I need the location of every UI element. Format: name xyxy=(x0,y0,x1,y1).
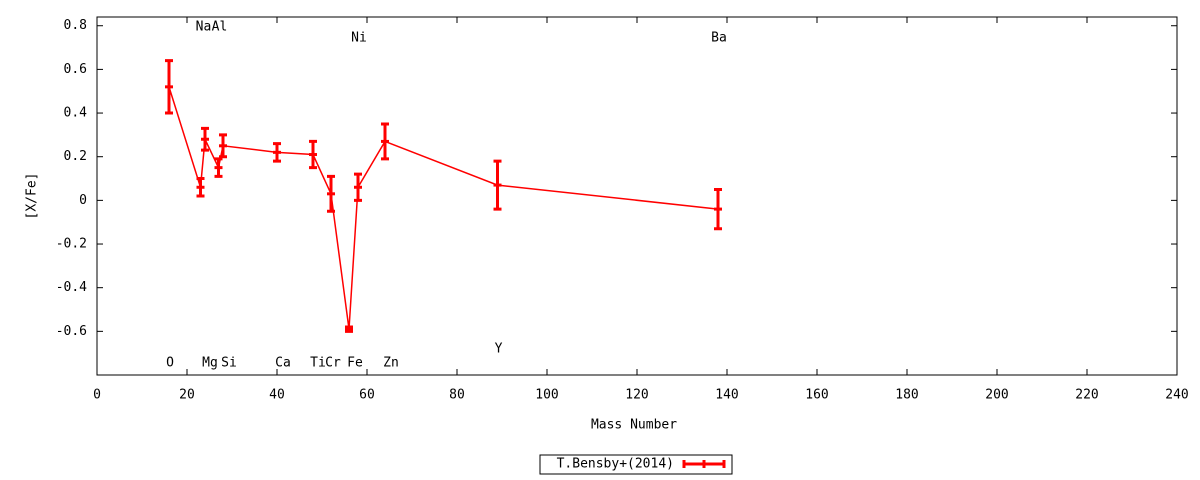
legend-swatch xyxy=(682,460,726,468)
x-tick-label: 80 xyxy=(449,388,465,403)
x-tick-label: 100 xyxy=(535,388,558,403)
plot-frame xyxy=(96,16,1178,376)
element-label: Mg xyxy=(202,356,218,371)
x-tick-label: 240 xyxy=(1165,388,1188,403)
x-tick-label: 180 xyxy=(895,388,918,403)
element-label: Ca xyxy=(275,356,291,371)
x-tick-label: 40 xyxy=(269,388,285,403)
element-label: Na xyxy=(196,20,212,35)
element-label: Y xyxy=(495,342,503,357)
x-tick-label: 220 xyxy=(1075,388,1098,403)
element-label: Al xyxy=(212,20,228,35)
element-label: Fe xyxy=(347,356,363,371)
x-axis-label: Mass Number xyxy=(591,418,677,433)
element-label: Ti xyxy=(310,356,326,371)
legend-box xyxy=(539,454,733,475)
y-axis-label: [X/Fe] xyxy=(25,173,40,220)
y-tick-label: 0.4 xyxy=(64,106,88,121)
y-tick-label: -0.2 xyxy=(56,237,87,252)
element-label: Si xyxy=(221,356,237,371)
x-tick-label: 120 xyxy=(625,388,648,403)
x-tick-label: 200 xyxy=(985,388,1008,403)
element-label: Cr xyxy=(325,356,341,371)
x-tick-label: 140 xyxy=(715,388,738,403)
legend-label: T.Bensby+(2014) xyxy=(557,457,674,472)
y-tick-label: 0 xyxy=(79,193,87,208)
x-tick-label: 0 xyxy=(93,388,101,403)
element-label: Zn xyxy=(383,356,399,371)
y-tick-label: 0.6 xyxy=(64,62,87,77)
x-tick-label: 20 xyxy=(179,388,195,403)
element-label: Ba xyxy=(711,31,727,46)
x-tick-label: 60 xyxy=(359,388,375,403)
y-tick-label: 0.8 xyxy=(64,18,87,33)
x-tick-label: 160 xyxy=(805,388,828,403)
data-line xyxy=(168,86,719,330)
y-tick-label: -0.4 xyxy=(56,280,87,295)
y-tick-label: 0.2 xyxy=(64,149,87,164)
element-label: O xyxy=(166,356,174,371)
y-tick-label: -0.6 xyxy=(56,324,87,339)
element-label: Ni xyxy=(351,31,367,46)
